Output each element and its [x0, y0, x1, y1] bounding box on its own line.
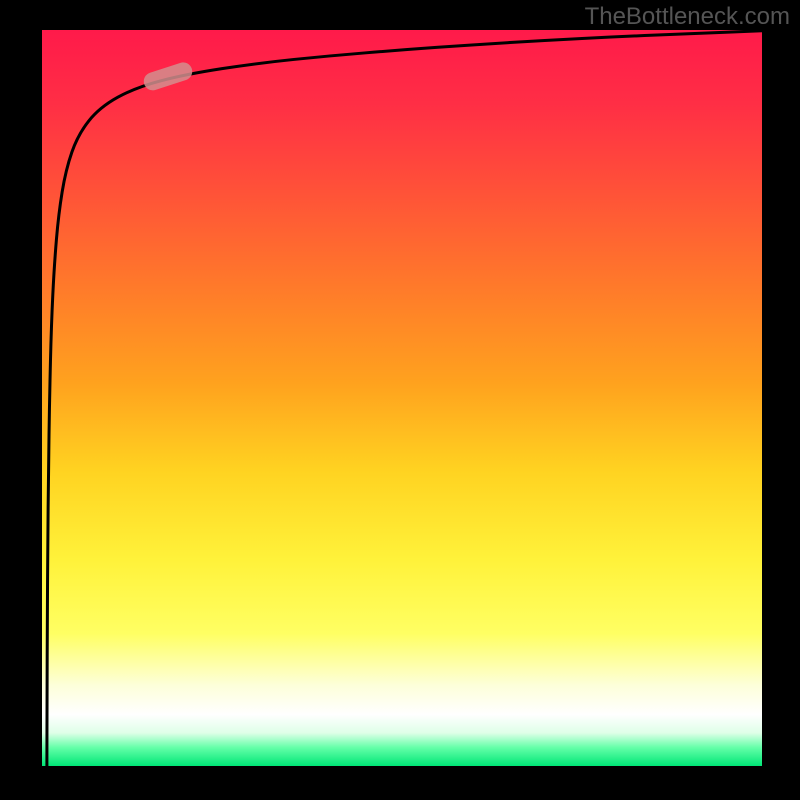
chart-container: TheBottleneck.com: [0, 0, 800, 800]
plot-area: [42, 30, 762, 766]
chart-svg: [0, 0, 800, 800]
watermark-text: TheBottleneck.com: [585, 3, 790, 31]
